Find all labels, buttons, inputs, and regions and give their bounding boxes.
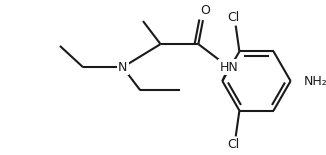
Text: N: N [118, 61, 127, 74]
Text: Cl: Cl [228, 138, 240, 151]
Text: NH₂: NH₂ [304, 75, 326, 88]
Text: Cl: Cl [228, 11, 240, 24]
Text: HN: HN [219, 61, 238, 74]
Text: O: O [200, 4, 210, 17]
